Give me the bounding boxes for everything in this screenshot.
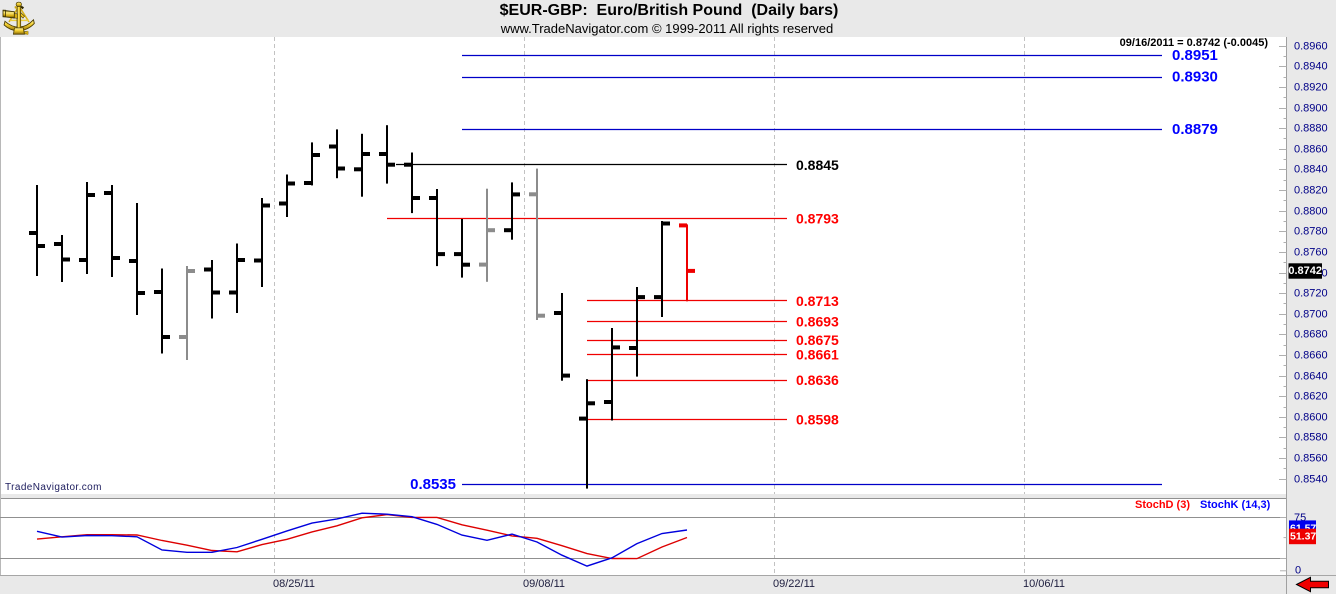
svg-text:0.8598: 0.8598 (796, 411, 839, 427)
svg-text:0.8920: 0.8920 (1294, 82, 1328, 94)
svg-text:0.8800: 0.8800 (1294, 206, 1328, 218)
svg-text:StochD (3): StochD (3) (1135, 499, 1190, 511)
svg-text:0.8951: 0.8951 (1172, 47, 1218, 64)
svg-text:$EUR-GBP: Euro/British Pound: $EUR-GBP: Euro/British Pound (Daily bars… (500, 2, 839, 19)
svg-text:0.8960: 0.8960 (1294, 41, 1328, 53)
svg-text:0.8860: 0.8860 (1294, 144, 1328, 156)
svg-text:0.8780: 0.8780 (1294, 226, 1328, 238)
svg-text:08/25/11: 08/25/11 (273, 578, 315, 590)
svg-text:0.8560: 0.8560 (1294, 453, 1328, 465)
svg-text:0.8845: 0.8845 (796, 157, 839, 173)
svg-text:www.TradeNavigator.com © 1999-: www.TradeNavigator.com © 1999-2011 All r… (500, 21, 834, 36)
svg-text:StochK (14,3): StochK (14,3) (1200, 499, 1271, 511)
svg-text:09/08/11: 09/08/11 (523, 578, 565, 590)
svg-text:0.8760: 0.8760 (1294, 247, 1328, 259)
svg-text:0.8940: 0.8940 (1294, 61, 1328, 73)
svg-text:0.8680: 0.8680 (1294, 329, 1328, 341)
svg-text:09/22/11: 09/22/11 (773, 578, 815, 590)
svg-text:0.8742: 0.8742 (1288, 265, 1322, 277)
svg-text:10/06/11: 10/06/11 (1023, 578, 1065, 590)
svg-text:51.37: 51.37 (1290, 531, 1316, 543)
svg-text:0.8713: 0.8713 (796, 293, 839, 309)
svg-text:0.8820: 0.8820 (1294, 185, 1328, 197)
svg-text:0.8620: 0.8620 (1294, 391, 1328, 403)
svg-text:0.8600: 0.8600 (1294, 412, 1328, 424)
svg-text:0.8700: 0.8700 (1294, 309, 1328, 321)
svg-text:0.8793: 0.8793 (796, 210, 839, 226)
svg-text:0.8930: 0.8930 (1172, 69, 1218, 86)
svg-text:TradeNavigator.com: TradeNavigator.com (5, 482, 102, 493)
svg-text:0.8880: 0.8880 (1294, 123, 1328, 135)
svg-text:0: 0 (1295, 565, 1301, 577)
svg-text:0.8720: 0.8720 (1294, 288, 1328, 300)
svg-text:0.8540: 0.8540 (1294, 474, 1328, 486)
svg-text:09/16/2011 = 0.8742 (-0.0045): 09/16/2011 = 0.8742 (-0.0045) (1120, 37, 1269, 49)
svg-text:0.8640: 0.8640 (1294, 371, 1328, 383)
svg-text:0.8535: 0.8535 (410, 476, 456, 493)
svg-text:0.8879: 0.8879 (1172, 121, 1218, 138)
svg-text:0.8660: 0.8660 (1294, 350, 1328, 362)
svg-text:0.8580: 0.8580 (1294, 432, 1328, 444)
svg-text:0.8840: 0.8840 (1294, 164, 1328, 176)
svg-text:0.8900: 0.8900 (1294, 103, 1328, 115)
svg-text:0.8661: 0.8661 (796, 347, 839, 363)
svg-text:0.8693: 0.8693 (796, 314, 839, 330)
svg-text:0.8636: 0.8636 (796, 372, 839, 388)
